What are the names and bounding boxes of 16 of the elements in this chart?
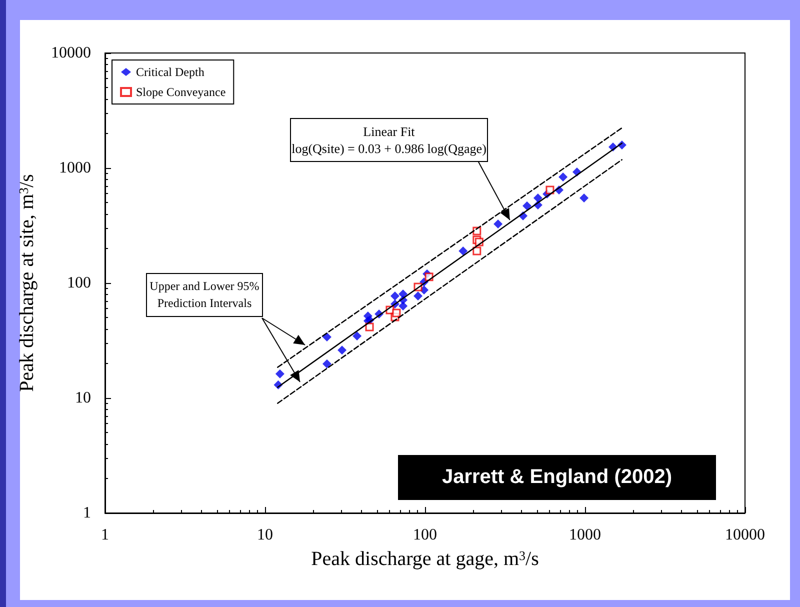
y-tick-label: 10 <box>75 390 91 406</box>
note-box: Jarrett & England (2002) <box>398 455 716 500</box>
x-tick-label: 10000 <box>725 526 765 544</box>
legend-label: Critical Depth <box>136 65 204 79</box>
y-tick-label: 1000 <box>59 160 91 176</box>
y-tick-label: 10000 <box>51 44 91 62</box>
legend-label: Slope Conveyance <box>136 85 226 99</box>
y-tick-label: 1 <box>83 504 91 522</box>
note-box: Upper and Lower 95% Prediction Intervals <box>146 273 263 317</box>
x-tick-label: 100 <box>413 526 437 544</box>
x-tick-label: 1000 <box>569 526 601 544</box>
note-box: Linear Fit log(Qsite) = 0.03 + 0.986 log(Qgage) <box>290 118 488 162</box>
y-tick-label: 100 <box>67 274 91 292</box>
x-tick-label: 10 <box>257 526 273 544</box>
y-axis-title: Peak discharge at site, m3/s <box>16 174 38 392</box>
x-tick-label: 1 <box>101 526 109 544</box>
